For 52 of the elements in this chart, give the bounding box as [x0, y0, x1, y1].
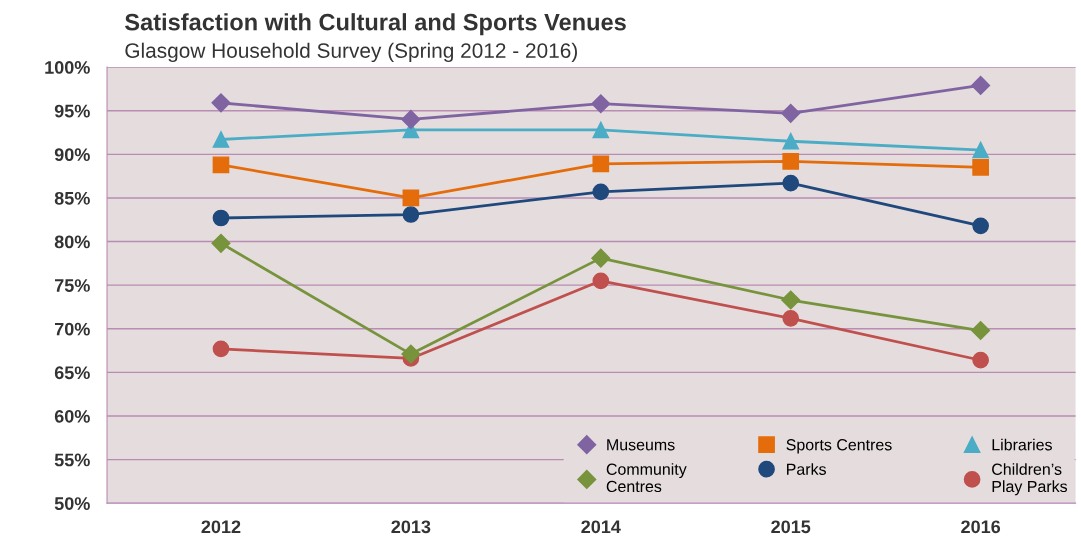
- y-tick-label: 50%: [54, 497, 90, 510]
- point: [212, 156, 230, 174]
- point: [212, 209, 230, 227]
- point: [212, 131, 230, 148]
- legend-label: Sports Centres: [786, 439, 892, 454]
- point: [972, 351, 989, 369]
- y-tick-label: 60%: [54, 409, 90, 423]
- point: [212, 340, 230, 358]
- point: [402, 206, 420, 223]
- point: [782, 132, 800, 150]
- x-tick-label: 2016: [961, 520, 1001, 534]
- legend-label: Libraries: [992, 438, 1052, 451]
- point: [972, 217, 989, 235]
- y-tick-label: 70%: [54, 322, 90, 336]
- point: [781, 290, 801, 310]
- chart-title: Satisfaction with Cultural and Sports Venues: [124, 13, 626, 36]
- point: [972, 141, 989, 159]
- point: [592, 121, 610, 139]
- y-tick-label: 95%: [54, 104, 90, 118]
- point: [971, 75, 991, 95]
- y-tick-label: 75%: [54, 279, 90, 292]
- point: [781, 103, 801, 123]
- point: [782, 309, 800, 327]
- y-tick-label: 55%: [54, 453, 90, 467]
- legend-label: Children’s Play Parks: [992, 463, 1068, 496]
- y-tick-label: 100%: [45, 61, 90, 74]
- y-tick-label: 65%: [54, 366, 90, 380]
- chart-subtitle: Glasgow Household Survey (Spring 2012 - 2016): [125, 42, 577, 63]
- point: [782, 152, 800, 170]
- x-tick-label: 2014: [581, 520, 621, 534]
- y-tick-label: 90%: [54, 148, 90, 162]
- point: [782, 174, 800, 192]
- y-tick-label: 80%: [54, 235, 90, 249]
- point: [592, 272, 610, 290]
- point: [592, 183, 610, 201]
- point: [401, 109, 421, 129]
- point: [971, 321, 991, 341]
- point: [401, 344, 421, 364]
- x-tick-label: 2013: [391, 520, 431, 534]
- point: [591, 94, 611, 114]
- point: [972, 159, 989, 176]
- point: [592, 155, 610, 173]
- legend-label: Museums: [607, 439, 675, 451]
- legend-label: Parks: [787, 463, 826, 475]
- point: [211, 93, 231, 113]
- y-tick-label: 85%: [54, 191, 90, 205]
- x-tick-label: 2012: [201, 520, 241, 534]
- point: [402, 189, 420, 207]
- point: [591, 248, 611, 268]
- x-tick-label: 2015: [771, 520, 811, 534]
- legend-label: Community Centres: [606, 463, 687, 493]
- point: [211, 233, 231, 253]
